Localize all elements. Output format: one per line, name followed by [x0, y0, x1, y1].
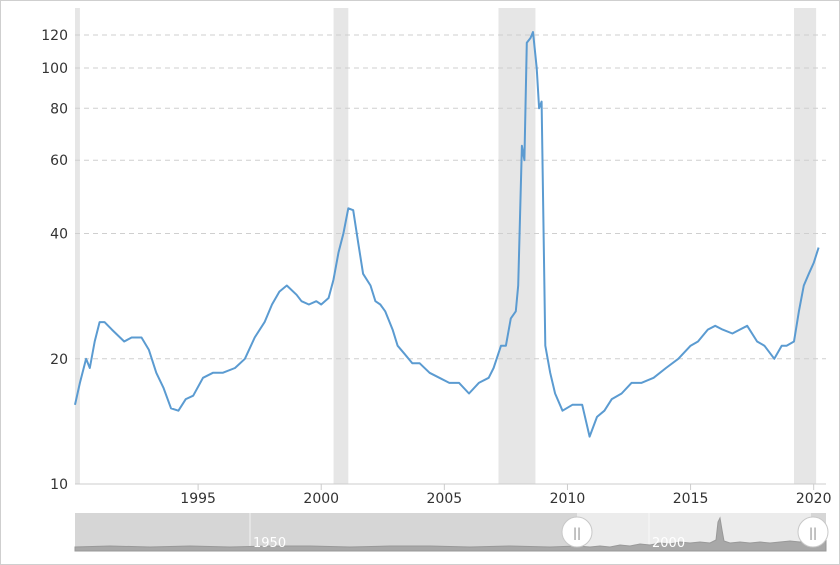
recession-band — [498, 8, 536, 484]
y-tick-label: 80 — [50, 101, 68, 117]
recession-band — [793, 8, 817, 484]
y-tick-label: 40 — [50, 227, 68, 243]
x-tick-label: 2020 — [796, 491, 832, 507]
navigator-handle-left[interactable]: || — [561, 516, 593, 548]
handle-grip-icon: || — [573, 526, 581, 540]
navigator-handle-right[interactable]: || — [797, 516, 829, 548]
grid-lines — [75, 34, 826, 360]
navigator[interactable]: 1950 2000 || || — [74, 513, 829, 552]
y-tick-label: 20 — [50, 352, 68, 368]
navigator-label: 2000 — [652, 536, 685, 551]
y-tick-label: 10 — [50, 477, 68, 493]
series-line — [74, 31, 820, 438]
recession-band — [75, 8, 80, 484]
x-tick-label: 2010 — [550, 491, 586, 507]
y-tick-label: 60 — [50, 153, 68, 169]
navigator-label: 1950 — [253, 536, 286, 551]
x-tick-label: 2005 — [427, 491, 463, 507]
x-axis-ticks: 1995 2000 2005 2010 2015 2020 — [180, 484, 832, 507]
y-tick-label: 120 — [41, 28, 68, 44]
x-tick-label: 2015 — [673, 491, 709, 507]
y-axis-ticks: 10 20 40 60 80 100 120 — [41, 28, 68, 493]
x-tick-label: 1995 — [180, 491, 216, 507]
handle-grip-icon: || — [809, 526, 817, 540]
x-tick-label: 2000 — [303, 491, 339, 507]
y-tick-label: 100 — [41, 61, 68, 77]
recession-bands — [75, 8, 817, 484]
navigator-series-area — [74, 516, 827, 552]
